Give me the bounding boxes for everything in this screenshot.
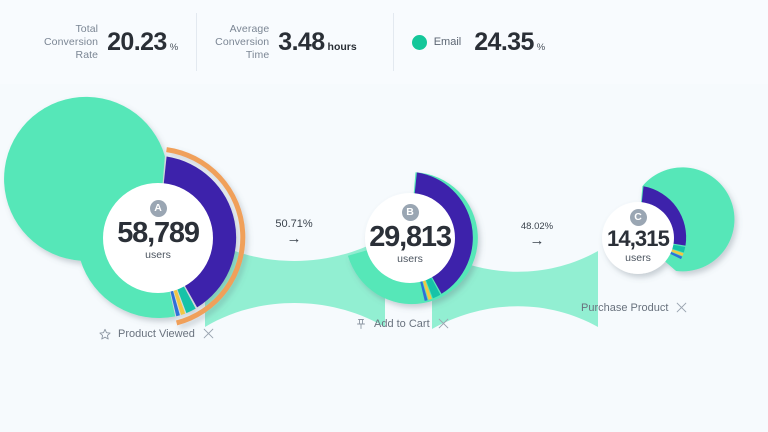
stage-caption-label[interactable]: Product Viewed (118, 327, 195, 340)
stage-a-caption: Product Viewed (99, 327, 215, 340)
kpi-value-wrap: 3.48 hours (278, 28, 356, 57)
kpi-unit: % (169, 41, 179, 53)
donut-stage-b[interactable] (347, 172, 478, 305)
stage-c-caption: Purchase Product (581, 301, 688, 314)
kpi-label: Total Conversion Rate (44, 22, 99, 61)
kpi-unit: % (536, 41, 546, 53)
close-icon[interactable] (675, 301, 688, 314)
funnel-canvas: A 58,789 users B 29,813 users C 14,315 u… (0, 84, 768, 432)
close-icon[interactable] (202, 327, 215, 340)
legend-series-label: Email (433, 36, 462, 48)
connector-ribbon-b-c (432, 249, 598, 329)
legend-color-dot (411, 34, 427, 50)
donut-outer-ring-orange[interactable] (166, 147, 246, 326)
star-icon[interactable] (99, 328, 111, 340)
kpi-value-wrap: 20.23 % (107, 28, 178, 57)
donut-stage-a[interactable] (4, 96, 246, 326)
kpi-average-conversion-time: Average Conversion Time 3.48 hours (196, 13, 375, 71)
kpi-strip: Total Conversion Rate 20.23 % Average Co… (0, 0, 768, 84)
kpi-label: Average Conversion Time (215, 22, 270, 61)
kpi-value: 20.23 (107, 27, 167, 56)
pin-icon[interactable] (355, 318, 367, 330)
donut-stage-c[interactable] (602, 167, 735, 274)
kpi-total-conversion-rate: Total Conversion Rate 20.23 % (26, 13, 196, 71)
donut-hole (103, 183, 213, 293)
funnel-svg (4, 96, 735, 329)
connector-ribbon-a-b (205, 237, 385, 327)
kpi-value: 24.35 (474, 27, 534, 56)
close-icon[interactable] (437, 317, 450, 330)
kpi-email-legend[interactable]: Email 24.35 % (392, 13, 564, 71)
stage-b-caption: Add to Cart (355, 317, 450, 330)
stage-caption-label[interactable]: Purchase Product (581, 301, 669, 314)
kpi-unit: hours (327, 40, 357, 53)
kpi-value: 3.48 (278, 27, 325, 56)
kpi-value-wrap: 24.35 % (474, 28, 545, 57)
donut-hole (365, 193, 455, 283)
connector-ribbons (205, 237, 598, 329)
donut-hole (602, 202, 674, 274)
stage-caption-label[interactable]: Add to Cart (374, 317, 430, 330)
